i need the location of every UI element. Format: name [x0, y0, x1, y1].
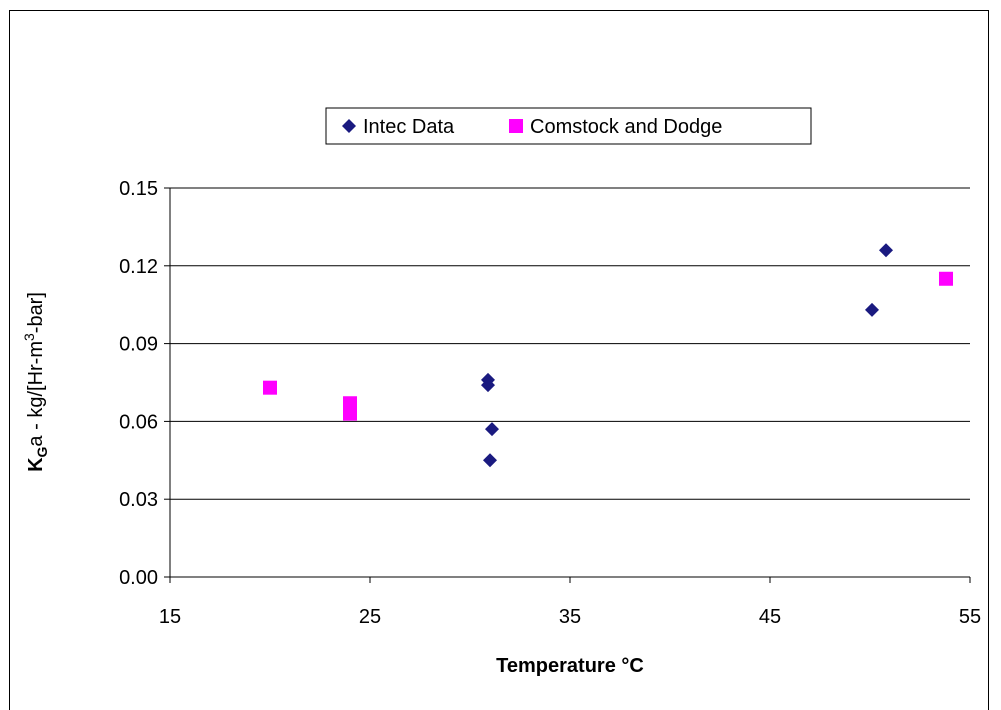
y-tick-labels: 0.00 0.03 0.06 0.09 0.12 0.15 — [119, 178, 158, 589]
intec-data-point — [485, 422, 499, 437]
legend-label-intec: Intec Data — [363, 116, 455, 138]
intec-data-point — [481, 378, 495, 393]
y-tick-label: 0.06 — [119, 411, 158, 433]
intec-data-point — [865, 302, 879, 317]
gridlines — [170, 187, 970, 500]
axes — [164, 187, 971, 583]
x-tick-label: 55 — [959, 606, 981, 628]
data-points — [263, 243, 953, 468]
x-tick-label: 25 — [359, 606, 381, 628]
x-tick-label: 45 — [759, 606, 781, 628]
y-tick-label: 0.09 — [119, 334, 158, 356]
y-tick-label: 0.03 — [119, 489, 158, 511]
x-tick-label: 35 — [559, 606, 581, 628]
comstock-data-point — [939, 271, 953, 286]
comstock-data-point — [343, 406, 357, 421]
legend-marker-intec — [342, 119, 356, 133]
y-tick-label: 0.15 — [119, 178, 158, 200]
y-tick-label: 0.12 — [119, 256, 158, 278]
legend: Intec Data Comstock and Dodge — [325, 107, 812, 145]
legend-marker-comstock — [509, 119, 523, 133]
x-axis-title: Temperature °C — [496, 655, 644, 677]
x-tick-labels: 15 25 35 45 55 — [159, 606, 981, 628]
x-tick-label: 15 — [159, 606, 181, 628]
comstock-data-point — [263, 380, 277, 395]
legend-label-comstock: Comstock and Dodge — [530, 116, 722, 138]
intec-data-point — [483, 453, 497, 468]
intec-data-point — [879, 243, 893, 258]
legend-box — [325, 107, 812, 145]
y-tick-label: 0.00 — [119, 567, 158, 589]
y-axis-title: KGa - kg/[Hr-m3-bar] — [21, 292, 50, 472]
